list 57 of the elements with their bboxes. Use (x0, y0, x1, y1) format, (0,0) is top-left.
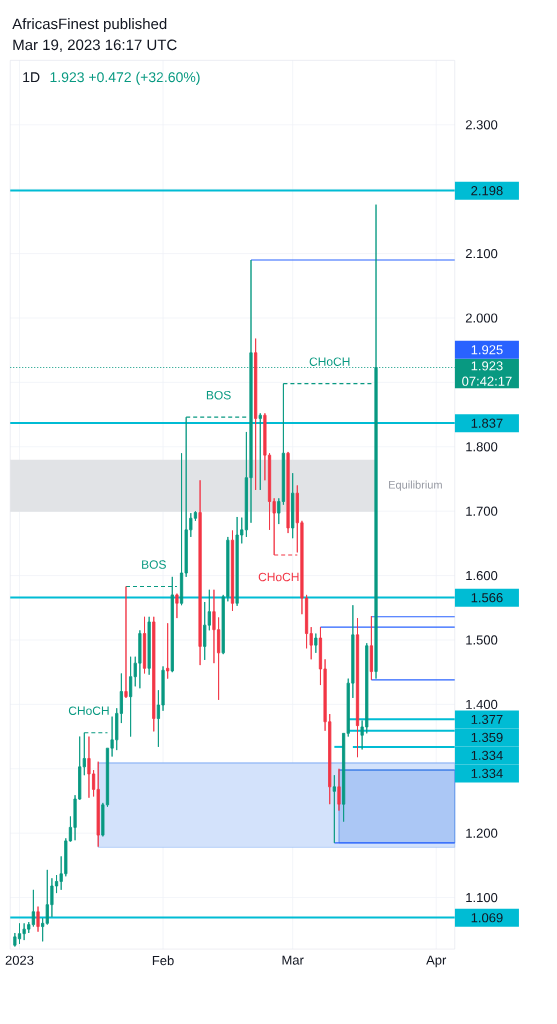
candlestick (258, 412, 262, 491)
y-tick-label: 1.500 (466, 635, 498, 645)
candlestick (230, 530, 235, 612)
candlestick (314, 633, 318, 654)
candlestick (129, 656, 133, 738)
y-tick-label: 1.100 (466, 892, 498, 903)
y-tick-label: 1.400 (466, 699, 498, 709)
ref-line-label: 1.837 (471, 418, 503, 428)
ref-line-label: 1.923 07:42:17 (462, 361, 512, 386)
x-tick-label: 2023 (5, 955, 34, 965)
annotation: 1D (23, 72, 40, 82)
annotation: BOS (206, 390, 231, 400)
candlestick (87, 736, 91, 799)
candlestick (286, 451, 290, 534)
chart-subtitle: Mar 19, 2023 16:17 UTC (13, 39, 177, 52)
annotation: CHoCH (258, 572, 299, 582)
legend-label: 1.359 (471, 732, 503, 742)
text: 1.925 (471, 345, 503, 355)
candlestick (142, 616, 147, 674)
candlestick (291, 472, 295, 539)
candlestick (332, 774, 336, 844)
y-tick-label: 2.000 (465, 313, 498, 323)
candlestick (147, 616, 151, 676)
candlestick (166, 622, 170, 680)
candlestick (17, 922, 22, 945)
candlestick (36, 906, 40, 933)
y-tick-label: 1.700 (466, 506, 498, 516)
annotation: CHoCH (68, 706, 109, 715)
candlestick (254, 338, 258, 491)
legend-label: 1.334 (471, 768, 503, 778)
y-tick-label: 1.800 (466, 442, 498, 452)
x-tick-label: Apr (426, 955, 447, 968)
x-tick-label: Mar (282, 955, 304, 965)
candlestick (175, 593, 179, 619)
ref-line-label: 1.069 (471, 913, 503, 923)
series-label: 1.377 (471, 714, 503, 724)
y-tick-label: 1.600 (466, 570, 498, 581)
annotation: BOS (142, 560, 166, 569)
band-label: Equilibrium (389, 480, 442, 491)
y-tick-label: 2.300 (465, 120, 498, 130)
y-tick-label: 1.200 (466, 828, 498, 838)
candlestick (96, 761, 100, 848)
annotation: CHoCH (309, 357, 350, 366)
x-tick-label: Feb (152, 955, 174, 966)
candlestick (198, 479, 202, 666)
candlestick (152, 616, 156, 732)
annotation: 1.923 +0.472 (+32.60%) (50, 71, 200, 85)
ref-line-label: 2.198 (471, 186, 503, 196)
candlestick (369, 615, 373, 681)
candlestick (41, 917, 45, 942)
chart-title: AfricasFinest published (12, 18, 167, 33)
candlestick (124, 586, 128, 699)
y-tick-label: 2.100 (465, 248, 498, 259)
candlestick (355, 617, 360, 758)
candlestick (337, 768, 341, 812)
ref-line-label: 1.566 (471, 593, 503, 603)
legend-label: 1.334 (471, 750, 503, 760)
